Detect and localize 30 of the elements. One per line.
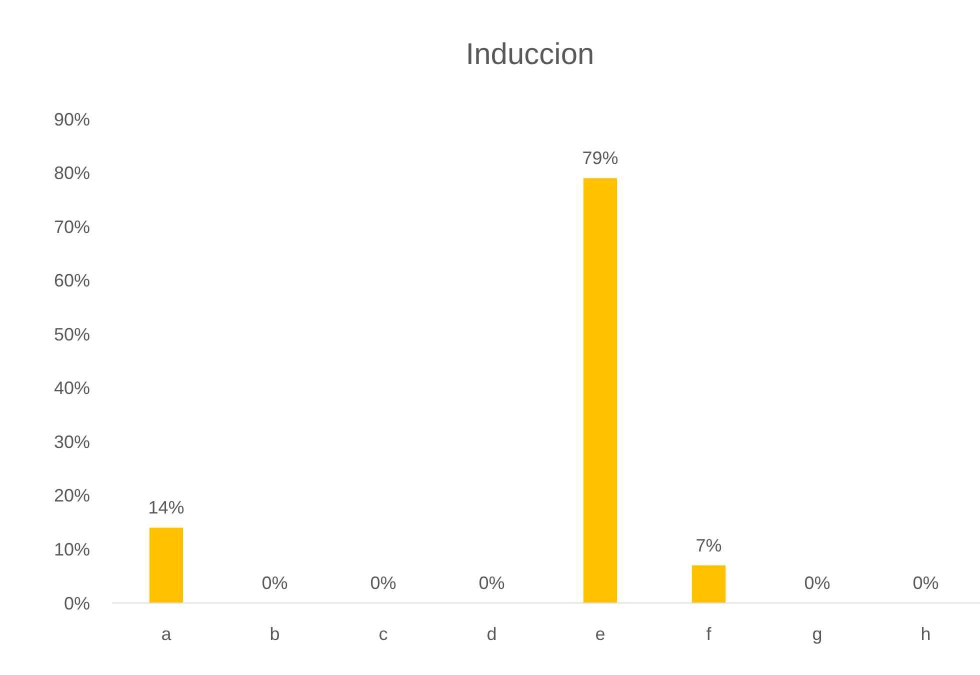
x-tick-label: c — [378, 624, 388, 644]
data-label: 14% — [148, 498, 184, 518]
data-label: 0% — [262, 573, 288, 593]
y-tick-label: 20% — [54, 486, 90, 506]
x-tick-label: g — [812, 624, 822, 644]
bar — [692, 565, 726, 603]
data-label: 0% — [370, 573, 396, 593]
x-tick-label: d — [486, 624, 497, 644]
data-label: 7% — [696, 535, 722, 556]
x-tick-label: f — [706, 624, 712, 644]
bar — [149, 528, 184, 603]
chart-title: Induccion — [466, 38, 594, 71]
bar — [583, 178, 618, 603]
y-tick-label: 80% — [54, 163, 90, 184]
data-label: 0% — [478, 573, 505, 593]
y-tick-label: 0% — [64, 593, 90, 614]
y-tick-label: 30% — [54, 432, 90, 452]
x-tick-label: a — [161, 624, 172, 644]
x-tick-label: b — [270, 624, 280, 644]
data-label: 0% — [912, 573, 939, 593]
y-tick-label: 10% — [54, 540, 90, 560]
y-tick-label: 90% — [54, 109, 90, 130]
x-tick-label: h — [920, 624, 931, 644]
data-label: 79% — [582, 148, 618, 168]
data-label: 0% — [804, 573, 830, 593]
y-tick-label: 60% — [54, 270, 90, 291]
x-tick-label: e — [595, 624, 606, 644]
y-tick-label: 50% — [54, 324, 90, 344]
y-tick-label: 70% — [54, 216, 90, 237]
y-tick-label: 40% — [54, 378, 90, 398]
